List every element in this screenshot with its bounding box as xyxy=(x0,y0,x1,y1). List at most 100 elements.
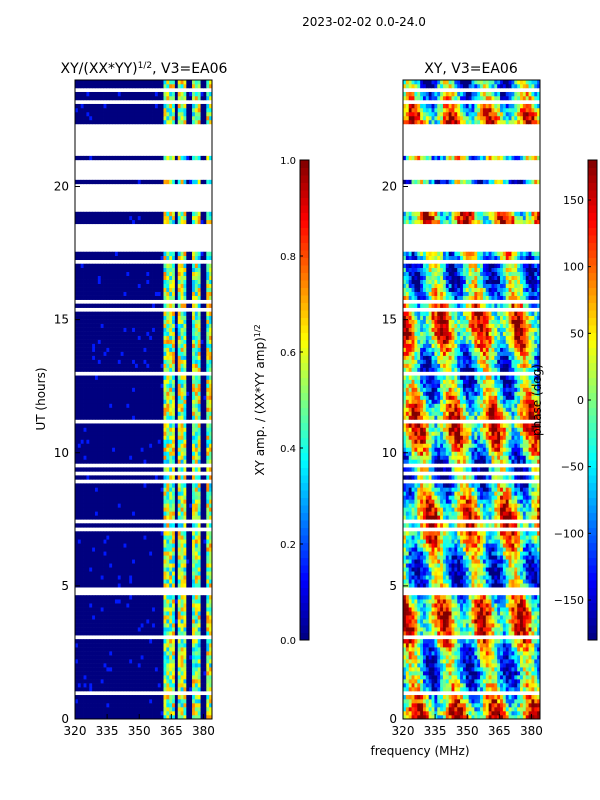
heatmap-cell xyxy=(140,271,144,276)
heatmap-cell xyxy=(209,531,213,536)
heatmap-cell xyxy=(174,455,179,460)
heatmap-cell xyxy=(75,603,79,608)
heatmap-cell xyxy=(149,347,153,352)
heatmap-cell xyxy=(103,367,107,372)
heatmap-cell xyxy=(183,675,187,680)
heatmap-cell xyxy=(140,347,144,352)
heatmap-cell xyxy=(163,483,167,488)
heatmap-cell xyxy=(126,379,130,384)
heatmap-cell xyxy=(154,507,159,512)
heatmap-cell xyxy=(134,331,139,336)
heatmap-cell xyxy=(209,251,213,257)
heatmap-cell xyxy=(83,399,87,404)
heatmap-cell xyxy=(157,263,162,268)
heatmap-cell xyxy=(157,595,162,600)
heatmap-cell xyxy=(75,611,79,616)
heatmap-cell xyxy=(132,679,136,684)
heatmap-cell xyxy=(160,499,164,504)
heatmap-cell xyxy=(129,575,133,580)
heatmap-cell xyxy=(83,607,87,612)
heatmap-cell xyxy=(149,427,153,432)
heatmap-cell xyxy=(109,303,113,308)
heatmap-cell xyxy=(206,543,210,548)
heatmap-cell xyxy=(89,375,93,380)
heatmap-cell xyxy=(157,631,162,636)
heatmap-cell xyxy=(86,283,90,288)
heatmap-cell xyxy=(206,563,210,568)
heatmap-cell xyxy=(149,555,153,560)
heatmap-cell xyxy=(183,447,187,452)
heatmap-cell xyxy=(174,251,179,257)
heatmap-cell xyxy=(149,407,153,412)
heatmap-cell xyxy=(94,535,99,540)
heatmap-cell xyxy=(75,255,79,261)
heatmap-cell xyxy=(172,615,176,620)
heatmap-cell xyxy=(140,343,144,348)
heatmap-cell xyxy=(172,539,176,544)
heatmap-cell xyxy=(134,411,139,416)
heatmap-cell xyxy=(92,647,96,652)
heatmap-cell xyxy=(192,327,196,332)
heatmap-cell xyxy=(192,611,196,616)
heatmap-cell xyxy=(174,295,179,300)
heatmap-cell xyxy=(143,335,147,340)
heatmap-cell xyxy=(114,675,119,680)
heatmap-cell xyxy=(94,359,99,364)
heatmap-cell xyxy=(80,659,84,664)
heatmap-cell xyxy=(83,475,87,480)
heatmap-cell xyxy=(83,395,87,400)
heatmap-cell xyxy=(163,295,167,300)
heatmap-cell xyxy=(157,487,162,492)
heatmap-cell xyxy=(186,331,190,336)
heatmap-cell xyxy=(75,339,79,344)
heatmap-cell xyxy=(194,551,199,556)
heatmap-cell xyxy=(149,559,153,564)
heatmap-cell xyxy=(197,651,201,656)
heatmap-cell xyxy=(106,647,110,652)
heatmap-cell xyxy=(97,619,102,624)
heatmap-cell xyxy=(106,659,110,664)
heatmap-cell xyxy=(172,311,176,316)
heatmap-cell xyxy=(166,407,170,412)
heatmap-cell xyxy=(154,659,159,664)
heatmap-cell xyxy=(177,387,181,392)
heatmap-cell xyxy=(103,511,107,516)
heatmap-cell xyxy=(177,219,181,225)
heatmap-cell xyxy=(152,459,156,464)
heatmap-cell xyxy=(103,475,107,480)
heatmap-cell xyxy=(206,503,210,508)
heatmap-cell xyxy=(152,323,156,328)
heatmap-cell xyxy=(152,683,156,688)
heatmap-cell xyxy=(100,679,104,684)
heatmap-cell xyxy=(120,619,124,624)
heatmap-cell xyxy=(189,315,193,320)
heatmap-cell xyxy=(160,495,164,500)
heatmap-cell xyxy=(77,415,82,420)
heatmap-cell xyxy=(100,539,104,544)
heatmap-cell xyxy=(209,451,213,456)
heatmap-cell xyxy=(163,659,167,664)
heatmap-cell xyxy=(97,303,102,308)
heatmap-cell xyxy=(174,615,179,620)
heatmap-cell xyxy=(172,451,176,456)
heatmap-cell xyxy=(169,319,173,324)
heatmap-cell xyxy=(206,315,210,320)
heatmap-cell xyxy=(117,563,122,568)
heatmap-cell xyxy=(203,539,207,544)
heatmap-cell xyxy=(140,611,144,616)
heatmap-cell xyxy=(166,551,170,556)
heatmap-cell xyxy=(180,487,184,492)
heatmap-cell xyxy=(77,499,82,504)
heatmap-cell xyxy=(172,695,176,700)
heatmap-cell xyxy=(132,515,136,520)
heatmap-cell xyxy=(157,283,162,288)
heatmap-cell xyxy=(75,555,79,560)
heatmap-cell xyxy=(203,599,207,604)
heatmap-cell xyxy=(169,535,173,540)
heatmap-cell xyxy=(120,267,124,272)
heatmap-cell xyxy=(186,603,190,608)
heatmap-cell xyxy=(146,251,150,257)
heatmap-cell xyxy=(123,695,127,700)
heatmap-cell xyxy=(154,695,159,700)
heatmap-cell xyxy=(194,219,199,225)
